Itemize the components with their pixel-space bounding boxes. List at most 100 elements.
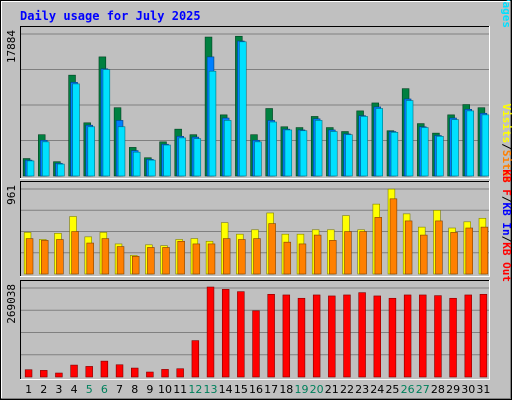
hits-bar-pages [284, 129, 293, 177]
hits-bar-pages [163, 144, 171, 177]
hits-bar-pages [57, 163, 65, 177]
x-tick-label: 11 [173, 383, 187, 396]
hits-bar-pages [178, 137, 186, 177]
visits-bar-sites [298, 243, 307, 275]
hits-bar-pages [117, 126, 126, 177]
kbytes-bar-kb-out [449, 297, 457, 378]
hits-bar-pages [254, 141, 262, 177]
kbytes-bar-kb-out [161, 369, 169, 378]
x-tick-label: 29 [446, 383, 460, 396]
visits-bar-sites [374, 217, 383, 275]
kbytes-series-label: / [500, 196, 512, 203]
x-tick-label: 3 [55, 383, 62, 396]
x-tick-label: 9 [146, 383, 153, 396]
kbytes-bar-kb-out [388, 297, 397, 378]
kbytes-bar-kb-out [55, 372, 63, 378]
hits-bar-pages [375, 108, 384, 177]
hits-bar-pages [193, 138, 202, 177]
hits-bar-pages [26, 160, 35, 177]
visits-series-label: / [500, 143, 512, 150]
visits-bar-sites [207, 243, 216, 275]
x-tick-label: 22 [340, 383, 354, 396]
visits-bar-sites [71, 231, 79, 275]
hits-bar-pages [314, 120, 323, 177]
kbytes-bar-kb-out [191, 340, 200, 378]
hits-bar-pages [102, 69, 111, 177]
hits-ymax-label: 17884 [5, 30, 18, 63]
hits-bar-pages [390, 132, 399, 177]
kbytes-bar-kb-out [312, 294, 321, 378]
x-tick-label: 28 [431, 383, 445, 396]
visits-bar-sites [435, 220, 443, 275]
visits-bar-sites [238, 239, 246, 275]
hits-bar-pages [481, 114, 490, 177]
x-tick-label: 17 [264, 383, 278, 396]
x-tick-label: 23 [355, 383, 369, 396]
visits-bar-sites [177, 240, 185, 275]
kbytes-series-label: KB Out [500, 242, 512, 282]
kbytes-bar-kb-out [464, 294, 472, 378]
visits-bar-sites [268, 223, 276, 275]
visits-series-label: Visits [500, 104, 512, 144]
x-tick-label: 18 [279, 383, 293, 396]
visits-bar-sites [283, 241, 292, 275]
x-tick-label: 30 [461, 383, 475, 396]
visits-bar-sites [56, 239, 64, 275]
visits-bar-sites [344, 231, 352, 275]
hits-bar-pages [269, 121, 277, 177]
kbytes-bar-kb-out [24, 369, 33, 378]
visits-bar-sites [222, 238, 231, 275]
hits-bar-pages [451, 119, 459, 177]
kbytes-bar-kb-out [146, 371, 154, 378]
x-tick-label: 10 [158, 383, 172, 396]
kbytes-bar-kb-out [358, 292, 366, 378]
x-tick-label: 14 [219, 383, 233, 396]
visits-series-labels: Visits/Sites [500, 104, 512, 184]
kbytes-bar-kb-out [328, 295, 336, 378]
hits-bar-pages [223, 120, 232, 177]
visits-bar-sites [116, 246, 125, 275]
visits-bar-sites [253, 238, 261, 275]
kbytes-series-label: KB In [500, 203, 512, 236]
visits-bar-sites [101, 238, 110, 275]
x-tick-label: 26 [401, 383, 415, 396]
visits-bar-sites [420, 234, 428, 275]
visits-bar-sites [389, 198, 398, 275]
x-tick-label: 12 [188, 383, 202, 396]
visits-bar-sites [162, 247, 170, 275]
visits-bar-sites [329, 240, 337, 275]
kbytes-bar-kb-out [419, 294, 427, 378]
kbytes-bar-kb-out [206, 286, 215, 378]
kbytes-bar-kb-out [267, 293, 275, 378]
hits-bar-pages [360, 116, 368, 177]
x-tick-label: 1 [25, 383, 32, 396]
kbytes-bar-kb-out [403, 294, 412, 378]
visits-bar-sites [450, 232, 458, 275]
x-tick-label: 8 [131, 383, 138, 396]
kbytes-bar-kb-out [100, 360, 109, 378]
hits-bar-pages [132, 151, 141, 177]
hits-bar-pages [208, 70, 217, 177]
visits-bar-sites [25, 238, 34, 275]
hits-bar-pages [42, 141, 50, 177]
hits-bar-pages [466, 110, 474, 177]
visits-bar-sites [86, 242, 94, 275]
kbytes-bar-kb-out [176, 368, 184, 378]
kbytes-ymax-label: 269038 [5, 284, 18, 324]
visits-bar-sites [359, 231, 367, 275]
visits-bar-sites [313, 234, 322, 275]
x-tick-label: 13 [204, 383, 218, 396]
hits-series-labels: Hits/Files/Pages [500, 0, 512, 28]
hits-bar-pages [405, 100, 414, 177]
x-tick-label: 21 [325, 383, 339, 396]
kbytes-bar-kb-out [373, 295, 382, 378]
kbytes-series-labels: KB F/KB In/KB Out [500, 169, 512, 282]
x-tick-label: 16 [249, 383, 263, 396]
hits-bar-pages [72, 83, 80, 177]
visits-bar-sites [192, 243, 201, 275]
kbytes-bar-kb-out [130, 367, 139, 378]
hits-bar-pages [421, 127, 429, 177]
